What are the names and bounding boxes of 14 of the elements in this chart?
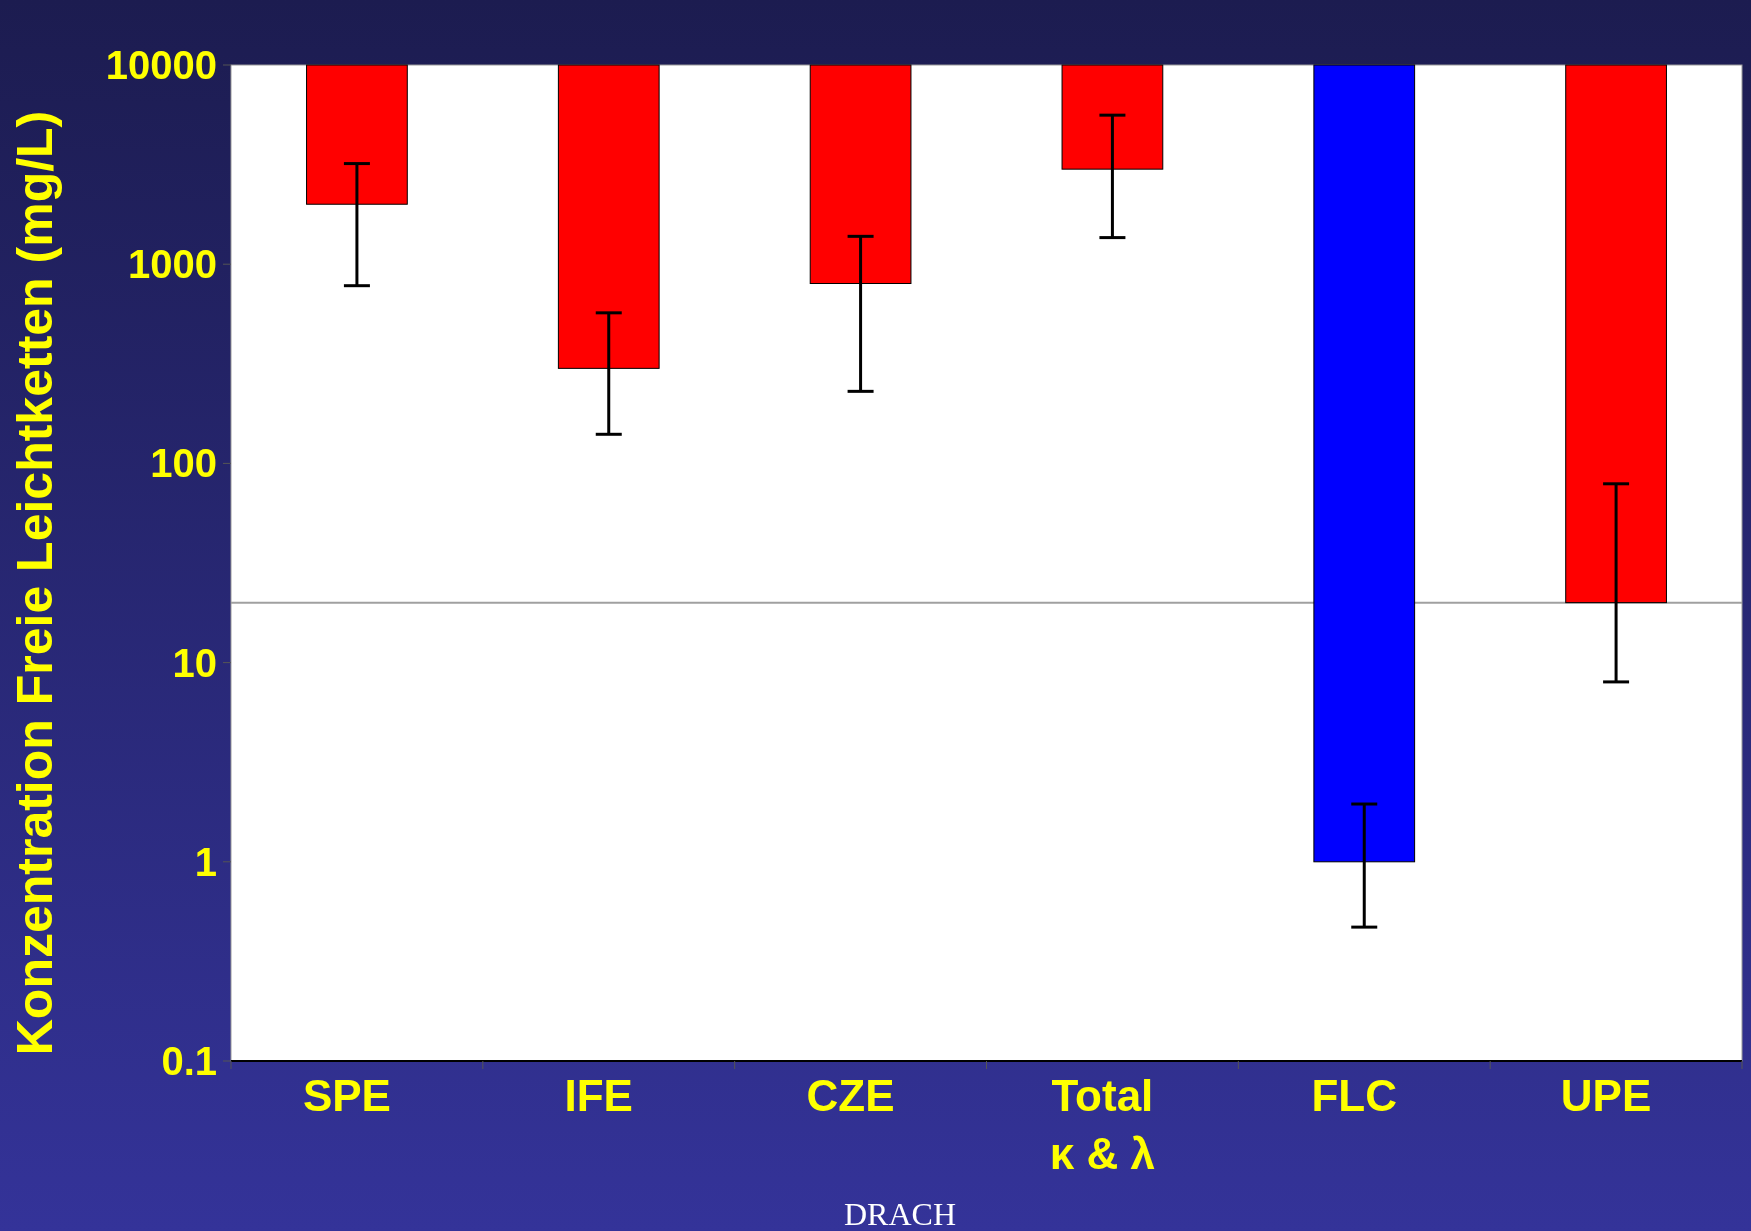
x-tick-label: Total κ & λ <box>1049 1071 1156 1178</box>
x-tick-label: UPE <box>1560 1071 1652 1120</box>
x-tick-label: IFE <box>564 1071 633 1120</box>
y-axis-title: Konzentration Freie Leichtketten (mg/L) <box>7 110 63 1056</box>
x-tick-label: SPE <box>302 1071 391 1120</box>
x-tick-label: CZE <box>806 1071 895 1120</box>
y-tick-label: 10000 <box>105 43 217 87</box>
y-tick-label: 0.1 <box>161 1039 217 1083</box>
x-tick-label: FLC <box>1311 1071 1398 1120</box>
y-tick-label: 1 <box>194 839 217 884</box>
y-tick-label: 1000 <box>128 242 217 287</box>
y-tick-label: 100 <box>150 441 217 486</box>
y-tick-label: 10 <box>172 640 217 685</box>
text: DRACH <box>843 1196 957 1231</box>
